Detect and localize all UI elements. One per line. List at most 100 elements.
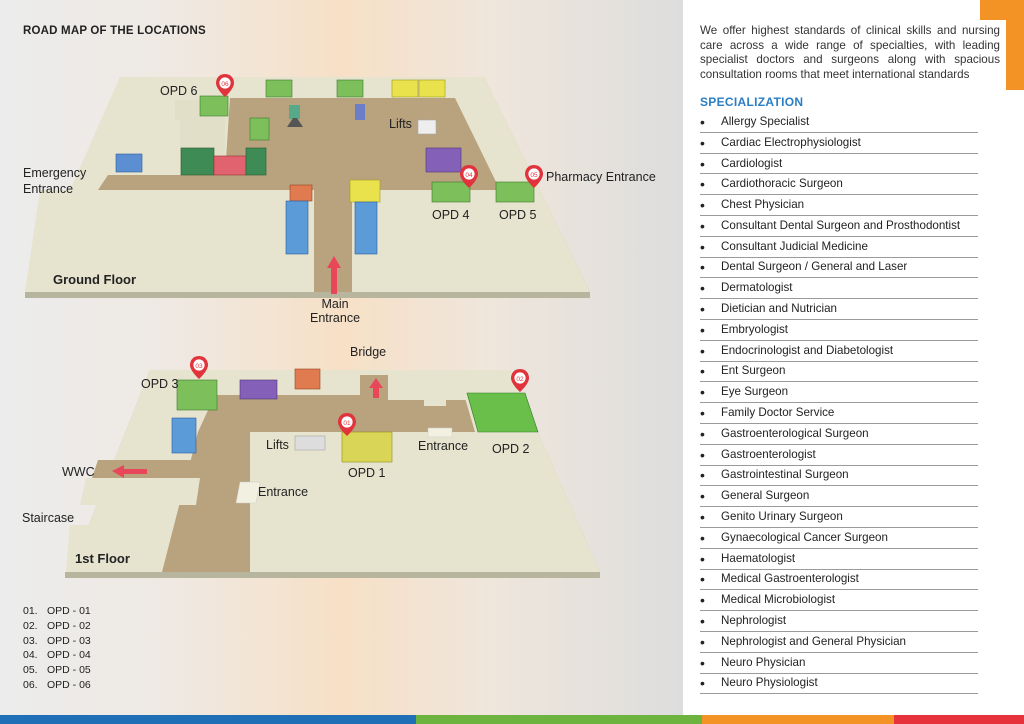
specialization-item: • Cardiologist: [700, 154, 978, 175]
bar-segment-red: [894, 715, 1024, 724]
bullet-icon: •: [700, 633, 705, 650]
pin-06-icon: 06: [216, 74, 234, 97]
legend-item: 04. OPD - 04: [23, 649, 91, 662]
specialization-item: • Chest Physician: [700, 195, 978, 216]
bullet-icon: •: [700, 384, 705, 401]
label-staircase: Staircase: [22, 511, 75, 525]
specialization-item: • Cardiothoracic Surgeon: [700, 174, 978, 196]
label-opd3: OPD 3: [141, 377, 179, 391]
bullet-icon: •: [700, 321, 705, 338]
svg-text:06: 06: [221, 81, 229, 88]
bullet-icon: •: [700, 529, 705, 546]
svg-text:05: 05: [530, 172, 538, 179]
bullet-icon: •: [700, 571, 705, 588]
first-floor-plan: 03 01 02: [65, 356, 600, 578]
specialization-item: • Consultant Judicial Medicine: [700, 237, 978, 258]
bullet-icon: •: [700, 425, 705, 442]
label-main-entrance: Main Entrance: [309, 297, 361, 325]
bullet-icon: •: [700, 488, 705, 505]
specialization-item: • Neuro Physiologist: [700, 674, 978, 695]
specialization-item: • Dental Surgeon / General and Laser: [700, 258, 978, 279]
bar-segment-orange: [702, 715, 894, 724]
specialization-item: • Haematologist: [700, 549, 978, 570]
bullet-icon: •: [700, 509, 705, 526]
pin-03-icon: 03: [190, 356, 208, 379]
legend-item: 03. OPD - 03: [23, 634, 91, 647]
corner-tab-vertical: [1006, 0, 1024, 90]
label-opd2: OPD 2: [492, 442, 530, 456]
bullet-icon: •: [700, 301, 705, 318]
bullet-icon: •: [700, 134, 705, 151]
bullet-icon: •: [700, 197, 705, 214]
pin-05-icon: 05: [525, 165, 543, 188]
specialization-item: • Nephrologist and General Physician: [700, 632, 978, 653]
label-lifts-first: Lifts: [266, 438, 289, 452]
bottom-color-bar: [0, 715, 1024, 724]
bullet-icon: •: [700, 280, 705, 297]
svg-text:03: 03: [195, 363, 203, 370]
specialization-item: • Gynaecological Cancer Surgeon: [700, 528, 978, 549]
bullet-icon: •: [700, 550, 705, 567]
specialization-item: • Endocrinologist and Diabetologist: [700, 341, 978, 362]
specialization-item: • Genito Urinary Surgeon: [700, 507, 978, 528]
bullet-icon: •: [700, 176, 705, 193]
legend-item: 02. OPD - 02: [23, 619, 91, 632]
pin-01-icon: 01: [338, 413, 356, 436]
label-bridge: Bridge: [350, 345, 387, 359]
pin-02-icon: 02: [511, 369, 529, 392]
bullet-icon: •: [700, 592, 705, 609]
specialization-item: • Consultant Dental Surgeon and Prosthodo…: [700, 216, 978, 237]
svg-text:04: 04: [465, 172, 473, 179]
bar-segment-green: [416, 715, 702, 724]
specialization-item: • Embryologist: [700, 320, 978, 341]
bullet-icon: •: [700, 238, 705, 255]
specialization-item: • Dietician and Nutrician: [700, 299, 978, 320]
bullet-icon: •: [700, 217, 705, 234]
specialization-item: • Medical Microbiologist: [700, 590, 978, 612]
ground-floor-title: Ground Floor: [53, 272, 137, 287]
label-opd5: OPD 5: [499, 208, 537, 222]
ground-floor-plan: 06 04 05: [25, 74, 590, 298]
bullet-icon: •: [700, 613, 705, 630]
bullet-icon: •: [700, 259, 705, 276]
floor-plan-drawing: 06 04 05 03: [25, 74, 600, 578]
specialization-list: • Allergy Specialist • Cardiac Electrophys…: [700, 112, 978, 695]
specialization-item: • Dermatologist: [700, 278, 978, 300]
specialization-panel: [683, 0, 1024, 715]
svg-text:01: 01: [343, 420, 351, 427]
svg-text:02: 02: [516, 376, 524, 383]
label-wwc: WWC: [62, 465, 95, 479]
bullet-icon: •: [700, 675, 705, 692]
bullet-icon: •: [700, 405, 705, 422]
specialization-item: • Nephrologist: [700, 611, 978, 632]
bar-segment-blue: [0, 715, 416, 724]
specialization-item: • Gastroenterological Surgeon: [700, 424, 978, 445]
specialization-item: • Family Doctor Service: [700, 403, 978, 424]
label-emergency-entrance: Emergency Entrance: [23, 166, 87, 196]
specialization-item: • Neuro Physician: [700, 653, 978, 674]
specialization-title: SPECIALIZATION: [700, 95, 804, 109]
bullet-icon: •: [700, 467, 705, 484]
label-entrance-right: Entrance: [418, 439, 469, 453]
first-floor-title: 1st Floor: [75, 551, 130, 566]
label-lifts-ground: Lifts: [389, 117, 412, 131]
bullet-icon: •: [700, 342, 705, 359]
pin-04-icon: 04: [460, 165, 478, 188]
label-entrance-left: Entrance: [258, 485, 309, 499]
label-opd4: OPD 4: [432, 208, 470, 222]
specialization-item: • Cardiac Electrophysiologist: [700, 133, 978, 154]
specialization-item: • Medical Gastroenterologist: [700, 570, 978, 591]
bullet-icon: •: [700, 155, 705, 172]
legend-item: 01. OPD - 01: [23, 605, 91, 617]
intro-paragraph: We offer highest standards of clinical s…: [700, 24, 1000, 81]
label-opd6: OPD 6: [160, 84, 198, 98]
bullet-icon: •: [700, 113, 705, 130]
legend-item: 06. OPD - 06: [23, 678, 91, 691]
label-pharmacy-entrance: Pharmacy Entrance: [546, 170, 656, 184]
bullet-icon: •: [700, 446, 705, 463]
specialization-item: • Allergy Specialist: [700, 112, 978, 133]
bullet-icon: •: [700, 654, 705, 671]
specialization-item: • Eye Surgeon: [700, 382, 978, 404]
map-title: ROAD MAP OF THE LOCATIONS: [23, 25, 206, 37]
specialization-item: • General Surgeon: [700, 486, 978, 508]
